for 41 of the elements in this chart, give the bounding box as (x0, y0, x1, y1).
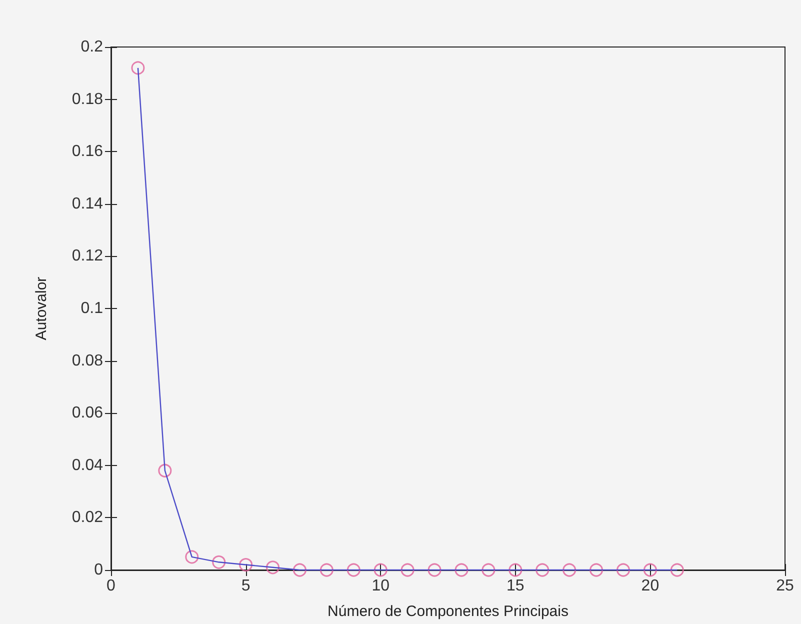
y-axis-title: Autovalor (33, 276, 50, 340)
y-tick-label: 0 (94, 562, 104, 578)
line-series (137, 67, 678, 571)
x-tick-label: 0 (106, 578, 116, 594)
y-tick-label: 0.06 (72, 404, 104, 422)
x-tick-label: 25 (776, 578, 794, 594)
point (562, 563, 576, 577)
y-tick-label: 0.14 (72, 195, 104, 212)
y-tick-label: 0.18 (72, 90, 104, 108)
point (508, 563, 522, 577)
point (266, 560, 280, 574)
point (454, 563, 468, 577)
x-tick-label: 15 (506, 578, 524, 594)
point (400, 563, 414, 577)
y-tick-label: 0.2 (80, 38, 104, 56)
x-tick-label: 5 (241, 578, 250, 594)
x-tick-label: 20 (641, 578, 660, 594)
y-tick-label: 0.12 (72, 248, 104, 265)
x-axis-title: Número de Componentes Principais (328, 603, 568, 620)
x-tick-label: 10 (372, 578, 390, 594)
point (374, 563, 388, 577)
point (643, 563, 657, 577)
point (158, 464, 172, 478)
point (212, 555, 226, 569)
point (185, 550, 199, 564)
point (320, 563, 334, 577)
y-tick-label: 0.08 (72, 352, 104, 370)
point (616, 563, 630, 577)
y-tick-label: 0.02 (72, 509, 104, 526)
point (292, 563, 306, 577)
point (536, 563, 550, 577)
point (346, 563, 360, 577)
point (590, 563, 604, 577)
y-tick-label: 0.16 (72, 143, 104, 160)
point (482, 563, 496, 577)
y-tick-label: 0.04 (72, 456, 104, 474)
point (670, 563, 684, 577)
point (428, 563, 442, 577)
point (239, 558, 253, 572)
y-tick-label: 0.1 (80, 300, 104, 317)
point (131, 61, 145, 75)
